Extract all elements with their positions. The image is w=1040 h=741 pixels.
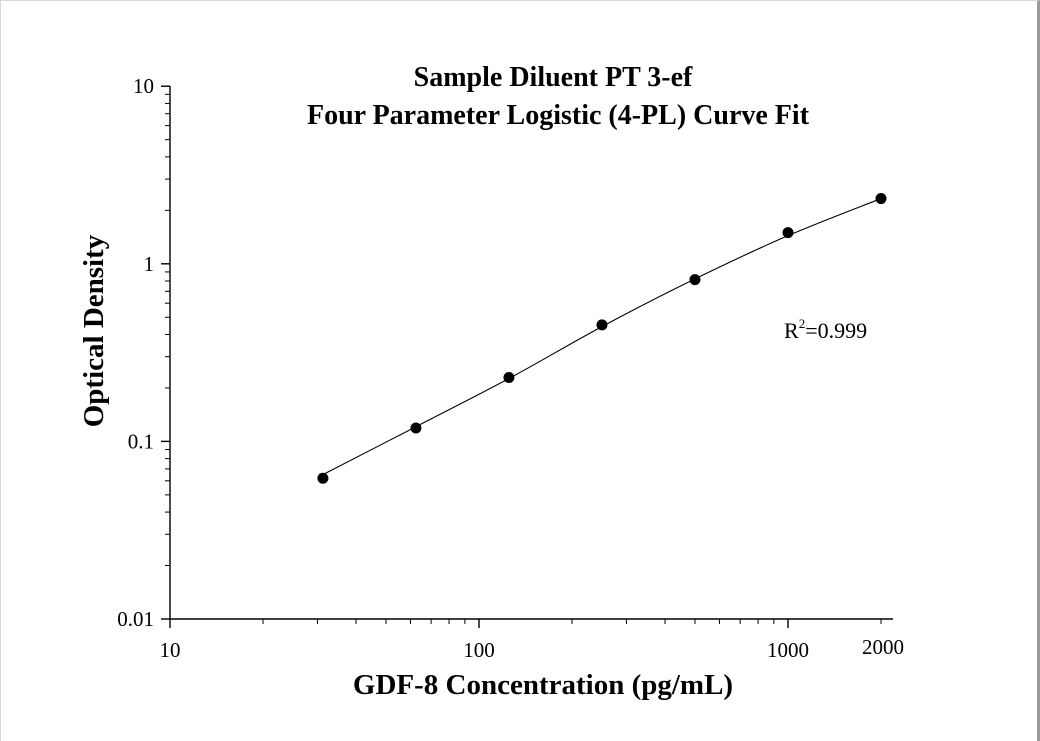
y-tick-label: 0.01 [117, 607, 154, 631]
data-point [875, 193, 887, 205]
data-point [596, 319, 608, 331]
data-points [317, 193, 887, 484]
y-tick-label: 10 [133, 74, 154, 98]
y-tick-label: 0.1 [128, 429, 154, 453]
data-point [503, 371, 515, 383]
x-axis-title: GDF-8 Concentration (pg/mL) [353, 669, 733, 701]
axes [169, 86, 893, 620]
y-axis-title: Optical Density [78, 234, 110, 427]
r-squared-prefix: R [784, 318, 799, 343]
chart-title-line1: Sample Diluent PT 3-ef [414, 62, 693, 93]
chart-title-line2: Four Parameter Logistic (4-PL) Curve Fit [307, 100, 810, 131]
r-squared-value: =0.999 [805, 318, 867, 343]
data-point [689, 274, 701, 286]
r-squared-annotation: R2=0.999 [784, 316, 867, 343]
x-tick-label: 2000 [862, 635, 904, 659]
x-tick-label: 10 [160, 638, 181, 662]
x-tick-label: 1000 [767, 638, 809, 662]
x-tick-label: 100 [463, 638, 495, 662]
r-squared-superscript: 2 [799, 316, 806, 331]
data-point [782, 227, 794, 239]
ticks [161, 85, 882, 628]
y-tick-label: 1 [144, 252, 155, 276]
data-point [317, 472, 329, 484]
tick-labels: 0.01 0.1 1 10 10 100 1000 2000 [117, 74, 904, 662]
data-point [410, 422, 422, 434]
